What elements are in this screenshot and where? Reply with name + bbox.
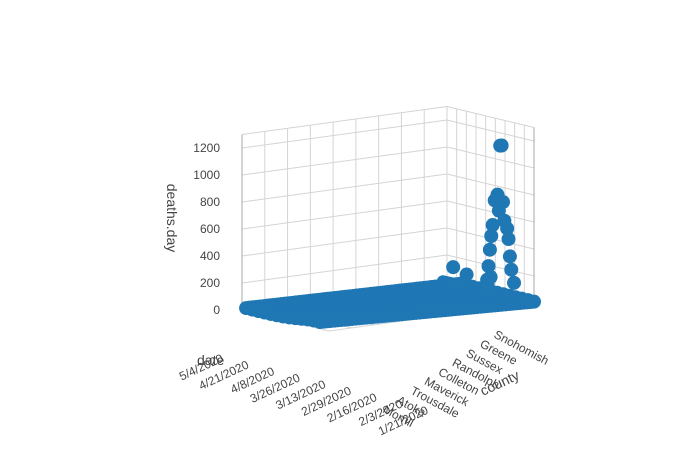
z-tick-label: 400 — [200, 249, 220, 263]
grid-line — [446, 173, 535, 196]
z-tick-label: 600 — [200, 222, 220, 236]
grid-line — [241, 119, 448, 149]
marker-layer — [239, 138, 541, 329]
z-tick-label: 1200 — [193, 141, 220, 155]
grid-line — [241, 254, 448, 284]
z-axis-title: deaths.day — [164, 184, 180, 253]
data-point — [481, 259, 496, 274]
data-point — [500, 221, 515, 236]
data-point — [484, 229, 499, 244]
grid-line — [241, 146, 448, 176]
data-point — [482, 242, 497, 257]
data-point — [504, 262, 519, 277]
grid-line — [241, 200, 448, 230]
z-tick-label: 200 — [200, 276, 220, 290]
data-point — [494, 138, 509, 153]
label-layer: deaths.day date county 02004006008001000… — [164, 141, 551, 438]
data-point — [459, 267, 474, 282]
grid-line — [446, 106, 535, 128]
grid-line — [446, 200, 535, 223]
data-point — [501, 232, 516, 247]
grid-line — [241, 106, 448, 135]
grid-line — [241, 173, 448, 203]
y-axis-title: date — [197, 352, 224, 368]
data-point — [502, 249, 517, 264]
data-point — [485, 218, 500, 233]
data-point — [480, 276, 495, 291]
data-point — [507, 275, 522, 290]
data-point — [523, 296, 536, 309]
grid-line — [241, 227, 448, 257]
grid-line — [446, 146, 535, 169]
grid-line — [446, 119, 535, 142]
z-tick-label: 1000 — [193, 168, 220, 182]
z-tick-label: 800 — [200, 195, 220, 209]
data-point — [446, 260, 461, 275]
data-point — [313, 314, 328, 329]
z-tick-label: 0 — [213, 303, 220, 317]
